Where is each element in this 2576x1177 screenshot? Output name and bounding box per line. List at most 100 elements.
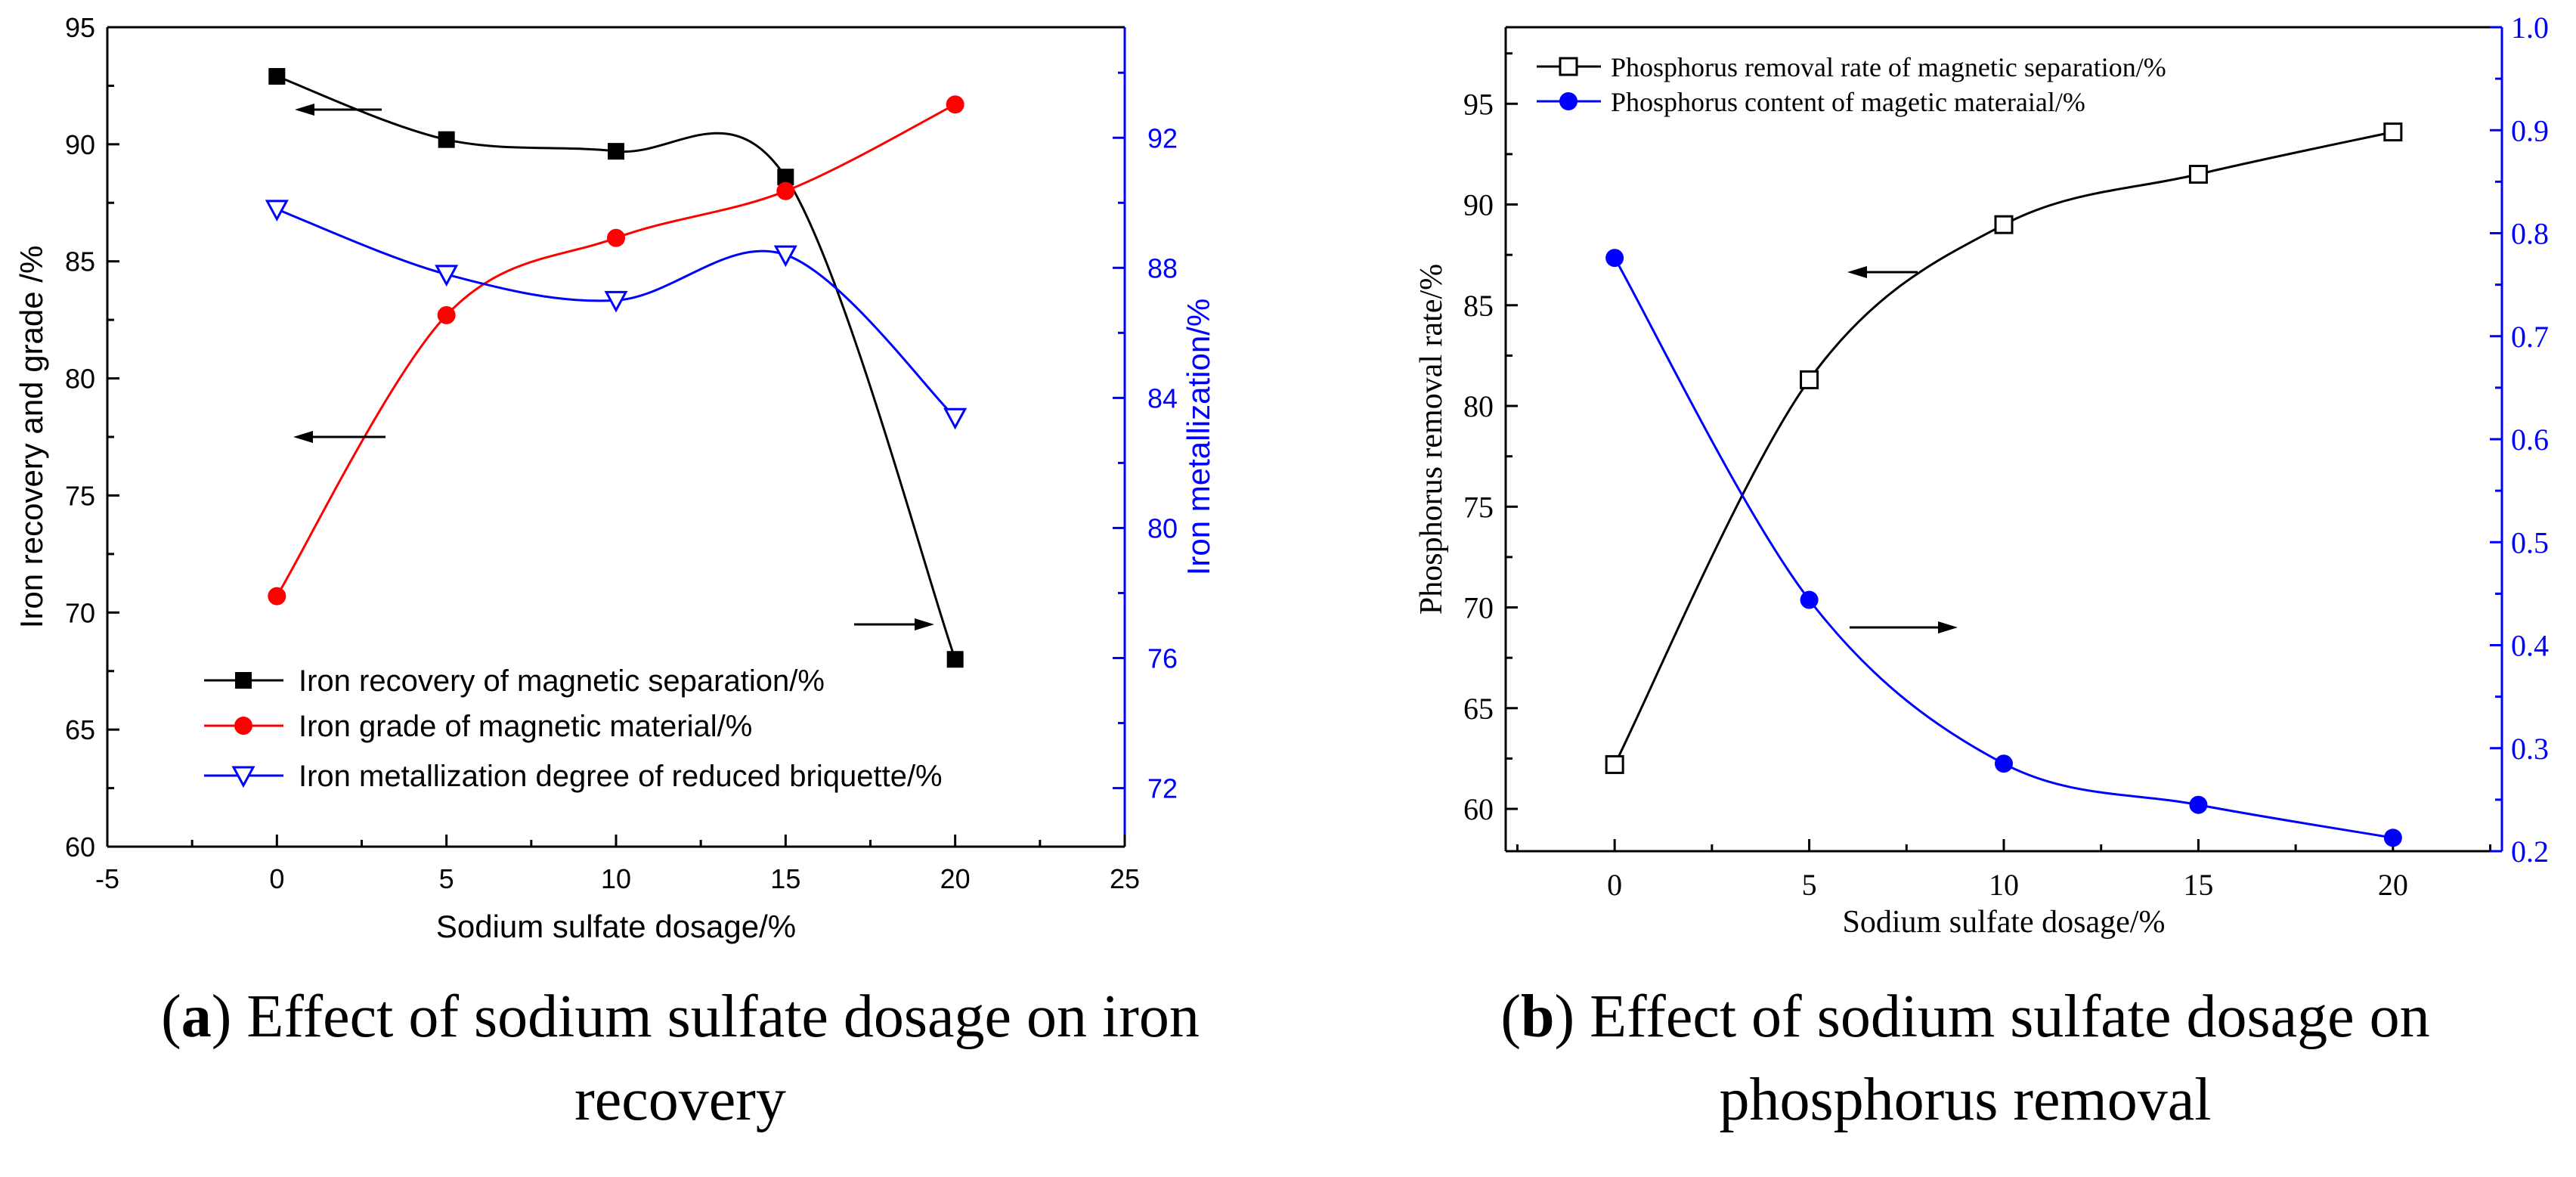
chart-a-series-1-point bbox=[946, 95, 964, 114]
chart-a-x-label: Sodium sulfate dosage/% bbox=[436, 909, 796, 944]
chart-b-series-line-0 bbox=[1613, 131, 2394, 766]
chart-a-y2-tick-label: 76 bbox=[1147, 643, 1178, 674]
chart-b-y-tick-label: 80 bbox=[1463, 389, 1494, 423]
chart-a-y-tick-label: 80 bbox=[65, 364, 95, 395]
chart-b-y-tick-label: 90 bbox=[1463, 188, 1494, 222]
chart-b-x-tick-label: 5 bbox=[1802, 868, 1817, 902]
caption-b: (b) Effect of sodium sulfate dosage on p… bbox=[1398, 975, 2532, 1142]
chart-b-y-tick-label: 70 bbox=[1463, 591, 1494, 625]
chart-a-series-1-point bbox=[607, 228, 625, 247]
chart-b-arrow-removal-head bbox=[1847, 266, 1867, 278]
chart-b-x-tick-label: 15 bbox=[2183, 868, 2213, 902]
chart-b-series-1-point bbox=[1995, 754, 2013, 773]
chart-a-y2-tick-label: 88 bbox=[1147, 252, 1178, 283]
chart-b-y2-tick-label: 1.0 bbox=[2511, 11, 2549, 45]
chart-b-arrow-content-head bbox=[1938, 621, 1958, 633]
chart-a-y2-tick-label: 92 bbox=[1147, 122, 1178, 153]
chart-a-series-1-point bbox=[268, 587, 286, 606]
caption-a-label: a bbox=[181, 983, 212, 1050]
chart-a-series-line-0 bbox=[276, 75, 957, 660]
chart-a-x-tick-label: 0 bbox=[269, 863, 284, 894]
chart-b-y-label: Phosphorus removal rate/% bbox=[1414, 264, 1449, 615]
chart-b-series-0-point bbox=[1994, 215, 2014, 234]
chart-a-y-tick-label: 70 bbox=[65, 597, 95, 628]
chart-a-y-tick-label: 85 bbox=[65, 246, 95, 277]
chart-a-x-tick-label: 5 bbox=[439, 863, 454, 894]
chart-a-arrow-metallization-head bbox=[915, 618, 934, 630]
chart-a-series-0-point bbox=[268, 68, 286, 85]
chart-b-x-tick-label: 20 bbox=[2378, 868, 2408, 902]
caption-a-line1: (a) Effect of sodium sulfate dosage on i… bbox=[161, 983, 1200, 1050]
chart-b-y2-tick-label: 0.5 bbox=[2511, 525, 2549, 559]
chart-a-series-0-point bbox=[608, 143, 624, 160]
chart-b-y2-tick-label: 0.3 bbox=[2511, 732, 2549, 766]
chart-a-y-tick-label: 60 bbox=[65, 832, 95, 863]
caption-a-text: ) Effect of sodium sulfate dosage on iro… bbox=[211, 983, 1200, 1050]
chart-b-y2-tick-label: 0.9 bbox=[2511, 113, 2549, 147]
caption-b-line1: (b) Effect of sodium sulfate dosage on bbox=[1500, 983, 2430, 1050]
chart-b-y2-tick-label: 0.2 bbox=[2511, 835, 2549, 869]
chart-b-series-1-point bbox=[1800, 590, 1819, 609]
chart-b-y-tick-label: 75 bbox=[1463, 490, 1494, 524]
chart-b-y-tick-label: 85 bbox=[1463, 289, 1494, 323]
chart-a-arrow-recovery-head bbox=[295, 104, 314, 116]
chart-b-y-tick-label: 60 bbox=[1463, 792, 1494, 826]
chart-a-series-2-point bbox=[773, 245, 797, 268]
chart-a-x-tick-label: 25 bbox=[1110, 863, 1140, 894]
chart-b-legend-label: Phosphorus removal rate of magnetic sepa… bbox=[1611, 52, 2166, 82]
chart-a-y-tick-label: 95 bbox=[65, 12, 95, 43]
chart-b: 0 5 10 15 20 60 65 70 75 80 85 90 95 0.2 0.3 0.4 0.5 0.6 0… bbox=[1414, 11, 2549, 940]
chart-b-y2-tick-label: 0.8 bbox=[2511, 217, 2549, 251]
chart-b-y-tick-label: 65 bbox=[1463, 692, 1494, 726]
chart-b-series-1-point bbox=[2189, 795, 2208, 814]
chart-a-series-2-point bbox=[435, 265, 459, 287]
chart-a-y2-label: Iron metallization/% bbox=[1181, 299, 1216, 576]
caption-b-label: b bbox=[1520, 983, 1555, 1050]
chart-a-y-tick-label: 65 bbox=[65, 714, 95, 745]
chart-a-series-1-point bbox=[437, 305, 456, 324]
chart-a: -5 0 5 10 15 20 25 60 65 70 75 80 85 90 95 72 76 80 84 88 92… bbox=[14, 12, 1216, 944]
chart-a-y-label: Iron recovery and grade /% bbox=[14, 246, 49, 629]
caption-a: (a) Effect of sodium sulfate dosage on i… bbox=[113, 975, 1247, 1142]
caption-b-text: ) Effect of sodium sulfate dosage on bbox=[1554, 983, 2430, 1050]
chart-a-series-0-point bbox=[946, 651, 964, 668]
chart-b-x-tick-label: 0 bbox=[1607, 868, 1622, 902]
chart-a-y2-tick-label: 80 bbox=[1147, 513, 1178, 544]
chart-b-series-0-point bbox=[1800, 370, 1819, 389]
chart-a-series-2-point bbox=[265, 200, 289, 222]
chart-b-legend-marker bbox=[1559, 57, 1578, 76]
chart-a-y2-tick-label: 84 bbox=[1147, 383, 1178, 413]
chart-b-series-1-point bbox=[1605, 249, 1624, 268]
chart-a-series-2-point bbox=[604, 290, 628, 313]
chart-b-y2-tick-label: 0.6 bbox=[2511, 423, 2549, 457]
chart-a-legend-label: Iron grade of magnetic material/% bbox=[299, 710, 752, 743]
chart-a-legend-marker bbox=[234, 717, 252, 735]
chart-b-series-line-1 bbox=[1613, 257, 2394, 839]
chart-a-series-1-point bbox=[776, 181, 795, 200]
chart-a-y-tick-label: 90 bbox=[65, 129, 95, 160]
chart-a-legend-marker bbox=[231, 766, 255, 788]
chart-a-series-0-point bbox=[438, 131, 455, 148]
chart-a-y2-tick-label: 72 bbox=[1147, 773, 1178, 804]
chart-b-series-1-point bbox=[2383, 829, 2402, 847]
chart-b-y2-tick-label: 0.7 bbox=[2511, 320, 2549, 354]
caption-a-line2: recovery bbox=[574, 1067, 786, 1134]
chart-a-x-tick-label: 20 bbox=[940, 863, 971, 894]
chart-a-series-2-point bbox=[943, 407, 968, 430]
chart-b-series-0-point bbox=[2383, 122, 2403, 142]
chart-a-legend-marker bbox=[235, 672, 252, 689]
chart-a-arrow-grade-head bbox=[293, 431, 313, 443]
chart-b-x-label: Sodium sulfate dosage/% bbox=[1843, 905, 2166, 940]
chart-a-y-tick-label: 75 bbox=[65, 480, 95, 511]
chart-a-x-tick-label: 15 bbox=[770, 863, 800, 894]
chart-a-x-tick-label: -5 bbox=[95, 863, 119, 894]
chart-b-legend-marker bbox=[1559, 92, 1577, 110]
chart-a-legend-label: Iron metallization degree of reduced bri… bbox=[299, 760, 943, 793]
chart-b-x-tick-label: 10 bbox=[1989, 868, 2019, 902]
chart-a-x-tick-label: 10 bbox=[601, 863, 631, 894]
chart-b-y2-tick-label: 0.4 bbox=[2511, 629, 2549, 663]
chart-a-legend-label: Iron recovery of magnetic separation/% bbox=[299, 664, 825, 698]
chart-b-series-0-point bbox=[2188, 165, 2208, 184]
chart-a-series-line-1 bbox=[276, 103, 956, 597]
caption-b-line2: phosphorus removal bbox=[1719, 1067, 2212, 1134]
